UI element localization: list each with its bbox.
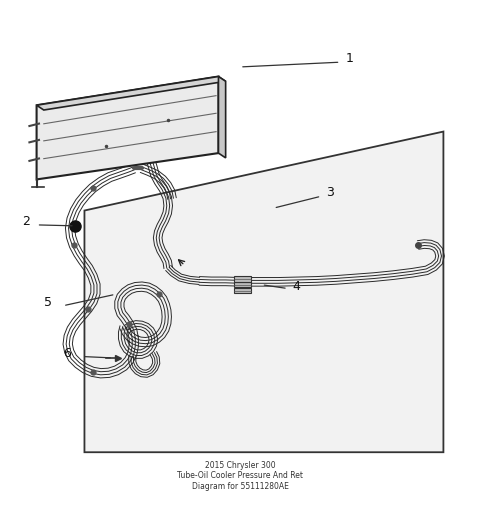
Text: 1: 1 <box>345 52 353 65</box>
Text: 2: 2 <box>22 215 30 228</box>
Polygon shape <box>36 76 226 110</box>
Polygon shape <box>36 76 218 179</box>
Polygon shape <box>218 76 226 158</box>
Polygon shape <box>84 132 444 452</box>
Text: 6: 6 <box>63 347 71 359</box>
FancyBboxPatch shape <box>234 288 251 293</box>
FancyBboxPatch shape <box>234 276 251 282</box>
Text: 2015 Chrysler 300
Tube-Oil Cooler Pressure And Ret
Diagram for 55111280AE: 2015 Chrysler 300 Tube-Oil Cooler Pressu… <box>177 461 303 490</box>
Text: 4: 4 <box>293 280 300 292</box>
Text: 5: 5 <box>44 296 52 309</box>
Text: 3: 3 <box>326 186 334 199</box>
FancyBboxPatch shape <box>234 282 251 287</box>
